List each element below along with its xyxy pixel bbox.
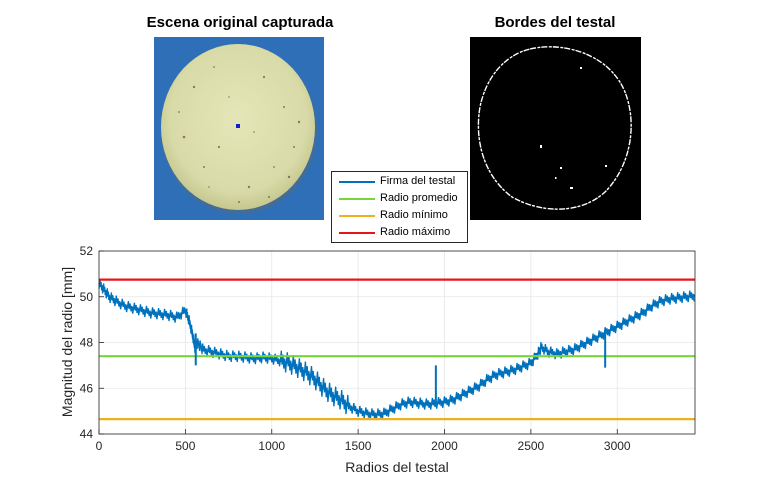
x-tick-label: 1000: [258, 439, 285, 453]
y-axis-label: Magnitud del radio [mm]: [59, 267, 75, 417]
x-tick-label: 3000: [604, 439, 631, 453]
legend-item-signature: Firma del testal: [332, 174, 467, 190]
edge-contour: [477, 46, 632, 210]
x-tick-label: 0: [96, 439, 103, 453]
x-axis-ticks: 0 500 1000 1500 2000 2500 3000: [96, 429, 631, 453]
scene-title: Escena original capturada: [146, 14, 334, 31]
scene-drawing: [161, 44, 317, 214]
edge-noise: [540, 67, 607, 189]
y-tick-label: 48: [80, 336, 94, 350]
legend-swatch-min: [339, 215, 375, 217]
legend-item-min: Radio mínimo: [332, 208, 467, 224]
tortilla-specks: [178, 66, 301, 203]
y-tick-label: 50: [80, 290, 94, 304]
captured-scene-image: [154, 37, 324, 220]
y-tick-label: 46: [80, 381, 94, 395]
x-axis-label: Radios del testal: [345, 459, 449, 475]
x-tick-label: 500: [175, 439, 195, 453]
edges-title: Bordes del testal: [494, 14, 616, 31]
legend-label-mean: Radio promedio: [380, 192, 458, 204]
center-marker: [236, 124, 240, 128]
legend-swatch-mean: [339, 198, 375, 200]
series-layer: [98, 278, 696, 421]
y-tick-label: 44: [80, 427, 94, 441]
legend-label-signature: Firma del testal: [380, 175, 456, 187]
edges-drawing: [477, 46, 632, 210]
y-tick-label: 52: [80, 244, 94, 258]
legend-swatch-max: [339, 232, 375, 234]
legend-label-min: Radio mínimo: [380, 209, 448, 221]
legend: Firma del testal Radio promedio Radio mí…: [331, 171, 468, 243]
edges-image: [470, 37, 641, 220]
legend-item-max: Radio máximo: [332, 225, 467, 241]
x-tick-label: 2000: [431, 439, 458, 453]
legend-item-mean: Radio promedio: [332, 191, 467, 207]
series-signature: [98, 282, 696, 416]
legend-swatch-signature: [339, 181, 375, 183]
legend-label-max: Radio máximo: [380, 226, 451, 238]
y-axis-ticks: 44 46 48 50 52: [80, 244, 104, 441]
x-tick-label: 1500: [345, 439, 372, 453]
x-tick-label: 2500: [518, 439, 545, 453]
